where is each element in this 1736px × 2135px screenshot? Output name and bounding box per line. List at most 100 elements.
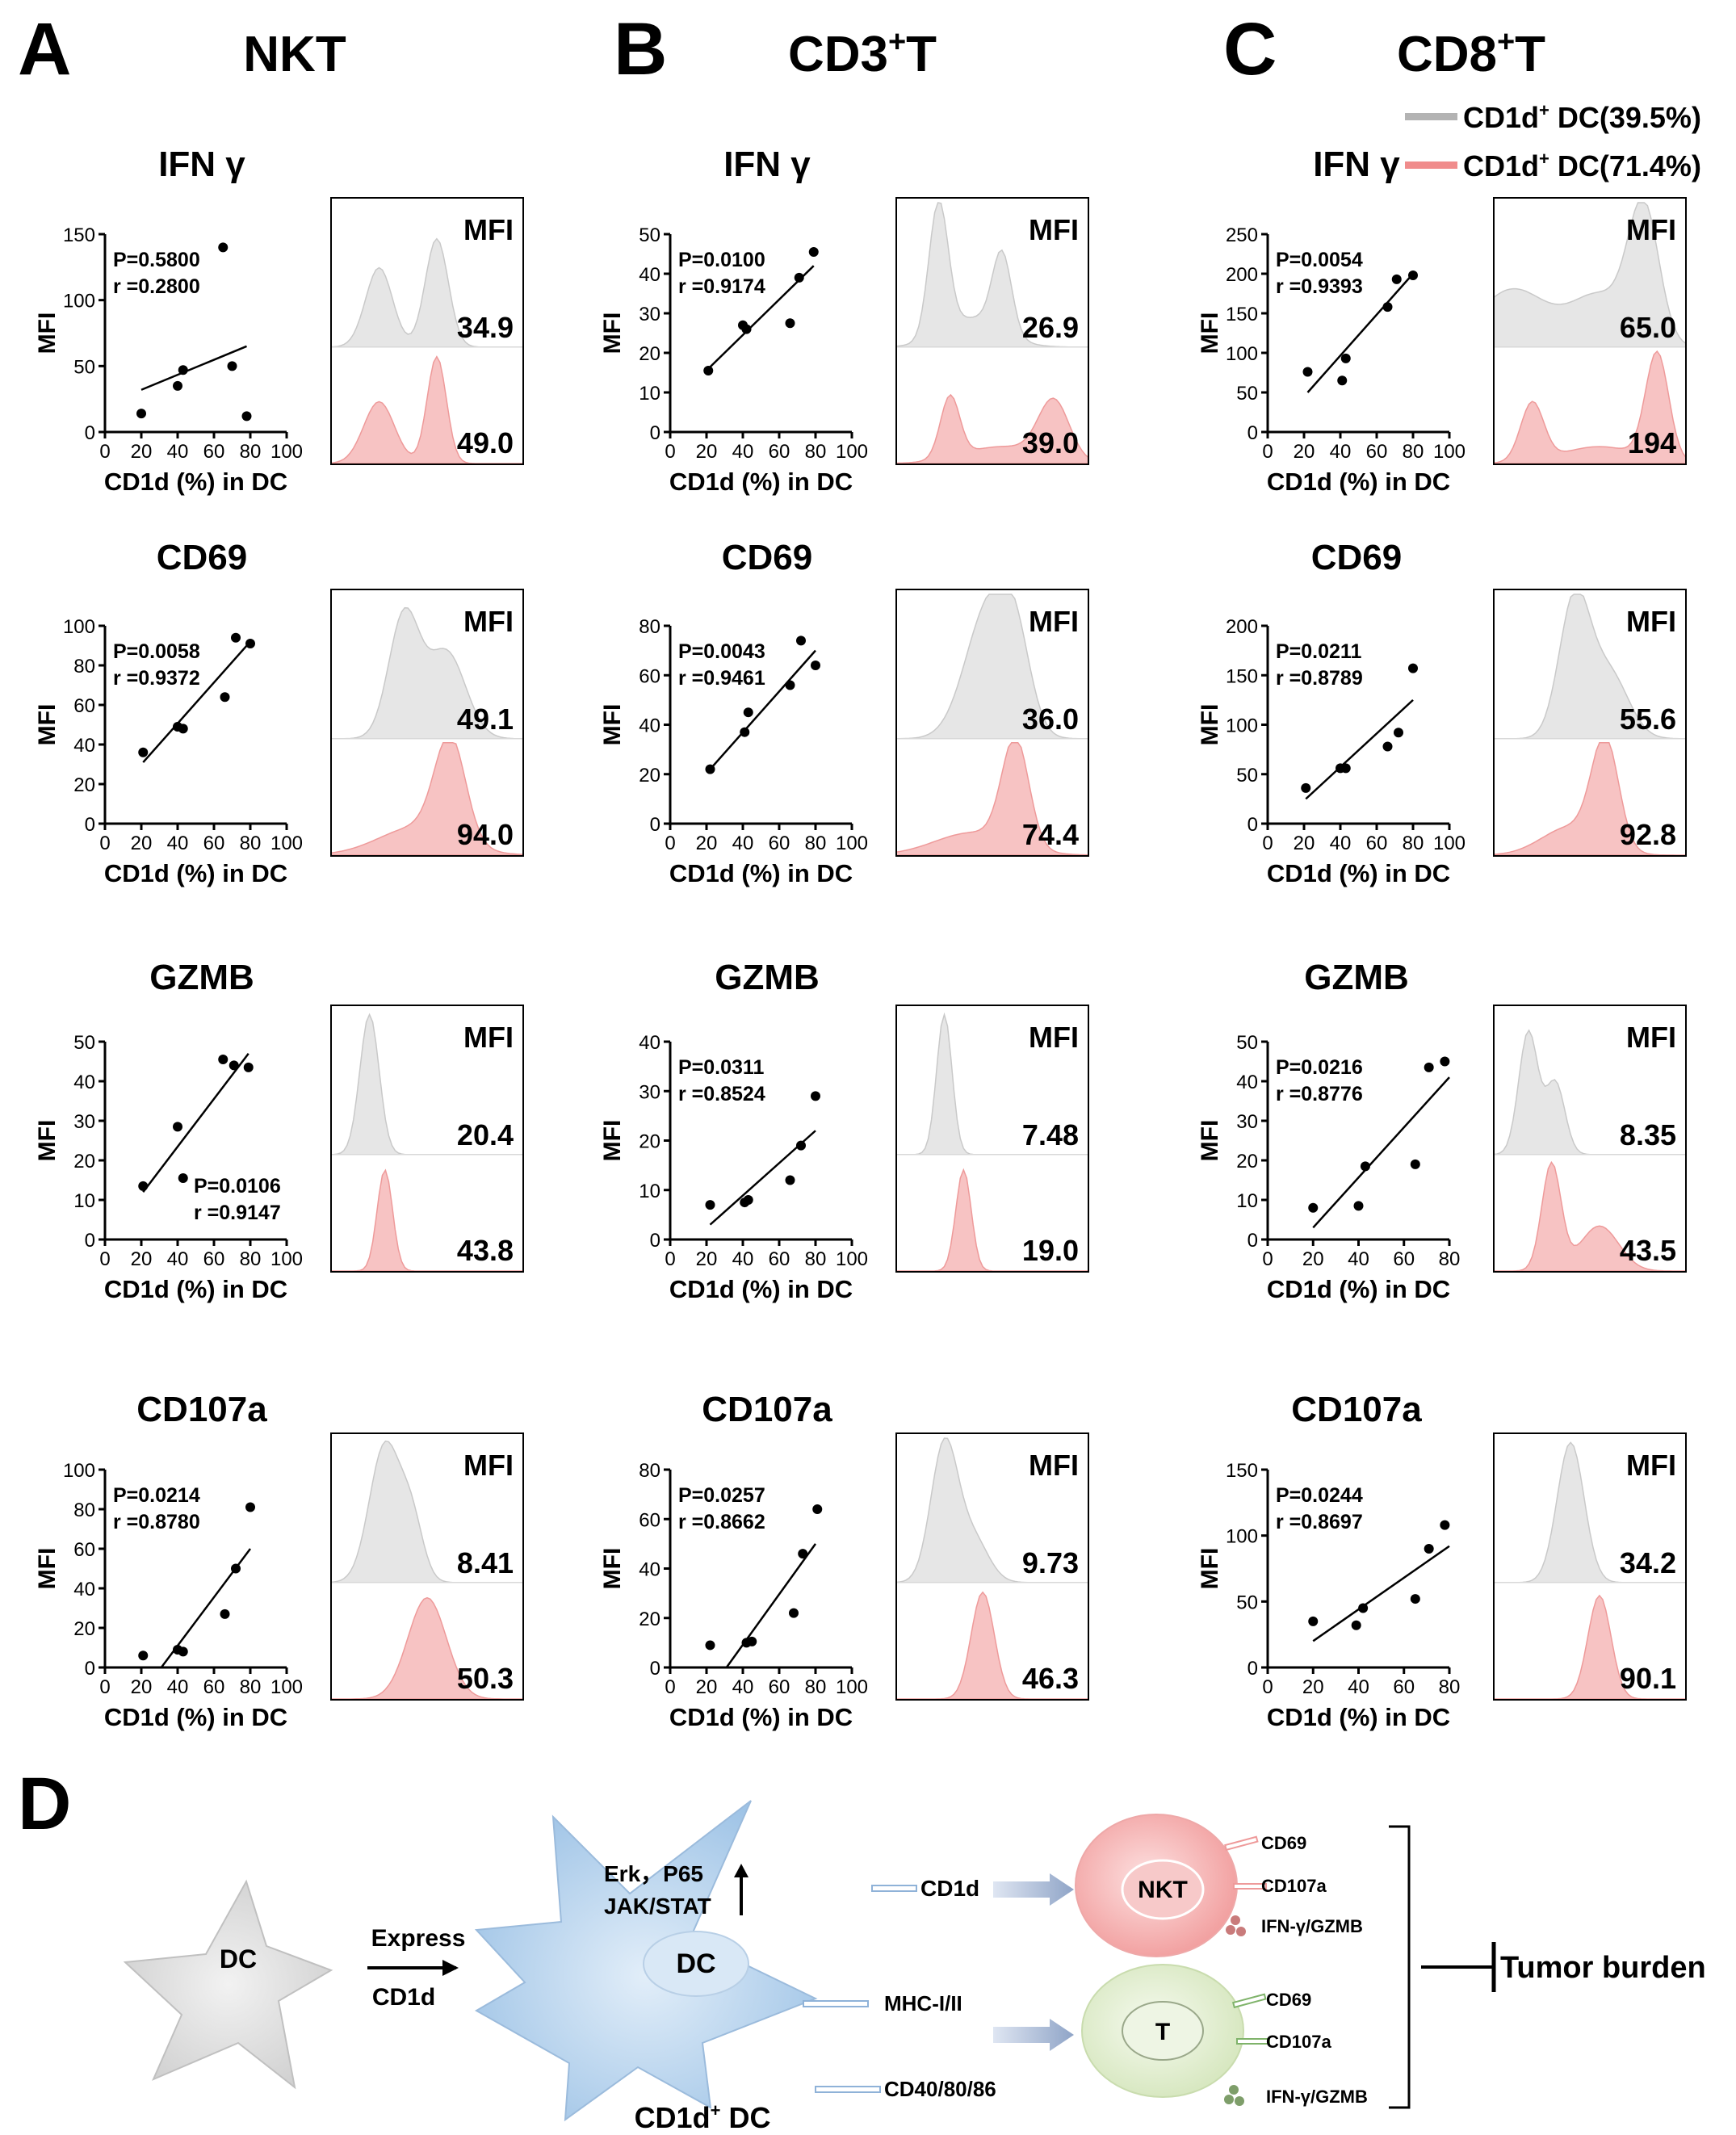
row-title: CD107a — [1291, 1390, 1422, 1429]
x-tick-label: 40 — [732, 1248, 754, 1270]
x-tick-label: 80 — [1403, 441, 1424, 463]
y-axis-label: MFI — [599, 704, 626, 746]
y-tick-label: 100 — [63, 1460, 95, 1482]
y-tick-label: 200 — [1226, 616, 1258, 638]
y-tick-label: 30 — [73, 1111, 95, 1133]
panel-letter-d: D — [18, 1763, 71, 1845]
t-label: T — [1155, 2019, 1170, 2045]
data-point — [178, 365, 188, 375]
nkt-cd69-label: CD69 — [1261, 1833, 1306, 1853]
x-tick-label: 60 — [203, 441, 225, 463]
nkt-granule — [1231, 1915, 1240, 1925]
signal-label-2: JAK/STAT — [604, 1894, 711, 1919]
regression-line — [725, 1543, 817, 1668]
y-tick-label: 100 — [1226, 343, 1258, 365]
panel-cd69-1: CD69 0 20 40 60 80 0 20 40 60 80 100 CD1d (%) in DC M… — [599, 538, 1089, 887]
mfi-value-gray: 26.9 — [1022, 311, 1079, 344]
data-point — [1382, 741, 1393, 752]
mfi-value-red: 92.8 — [1620, 818, 1676, 851]
mfi-value-red: 94.0 — [457, 818, 514, 851]
p-value: P=0.0054 — [1276, 249, 1363, 271]
x-tick-label: 60 — [1393, 1676, 1415, 1698]
data-point — [798, 1549, 808, 1559]
x-tick-label: 100 — [270, 441, 303, 463]
data-point — [138, 1181, 149, 1191]
panel-gzmb-1: GZMB 0 10 20 30 40 0 20 40 60 80 100 CD1d (%) in DC M… — [599, 958, 1089, 1303]
y-tick-label: 20 — [1236, 1151, 1258, 1172]
histogram-mfi-header: MFI — [463, 213, 514, 246]
data-point — [1382, 302, 1393, 312]
data-point — [808, 247, 819, 258]
y-tick-label: 0 — [650, 814, 660, 836]
mfi-value-gray: 8.41 — [457, 1546, 514, 1579]
y-tick-label: 100 — [1226, 715, 1258, 737]
regression-line — [1306, 273, 1414, 393]
nkt-label: NKT — [1138, 1877, 1188, 1903]
x-tick-label: 40 — [1330, 833, 1352, 854]
y-tick-label: 0 — [1247, 1230, 1258, 1252]
y-tick-label: 0 — [1247, 1658, 1258, 1680]
data-point — [178, 1173, 188, 1184]
data-point — [1340, 763, 1351, 774]
cd1d-dc-nucleus — [643, 1931, 749, 1997]
y-axis-label: MFI — [34, 1548, 61, 1590]
cd1d-molecule — [871, 1885, 917, 1892]
histogram-mfi-header: MFI — [1029, 605, 1079, 638]
y-tick-label: 40 — [639, 264, 660, 286]
y-tick-label: 20 — [639, 1609, 660, 1630]
nkt-cd69-receptor — [1223, 1835, 1259, 1852]
y-tick-label: 60 — [73, 1539, 95, 1561]
x-tick-label: 20 — [131, 1248, 153, 1270]
y-tick-label: 100 — [63, 616, 95, 638]
y-axis-label: MFI — [1197, 312, 1223, 354]
r-value: r =0.9174 — [678, 275, 765, 298]
y-tick-label: 10 — [73, 1190, 95, 1212]
x-tick-label: 0 — [1262, 1248, 1273, 1270]
x-tick-label: 80 — [240, 833, 262, 854]
x-tick-label: 100 — [836, 1248, 868, 1270]
y-axis-label: MFI — [1197, 704, 1223, 746]
y-tick-label: 60 — [639, 1509, 660, 1531]
signal-label-1: Erk，P65 — [604, 1861, 703, 1886]
x-tick-label: 20 — [131, 1676, 153, 1698]
p-value: P=0.0058 — [113, 640, 200, 663]
arrow-to-nkt — [993, 1873, 1074, 1906]
data-point — [785, 1175, 795, 1185]
regression-line — [709, 649, 816, 770]
data-point — [245, 1502, 255, 1512]
r-value: r =0.2800 — [113, 275, 200, 298]
nkt-nucleus — [1121, 1859, 1205, 1920]
data-point — [705, 1200, 715, 1210]
data-point — [743, 1195, 753, 1205]
r-value: r =0.9393 — [1276, 275, 1363, 298]
histogram-frame-outline — [330, 589, 524, 857]
data-point — [740, 727, 750, 737]
x-tick-label: 0 — [1262, 1676, 1273, 1698]
data-point — [231, 1563, 241, 1574]
y-tick-label: 50 — [1236, 765, 1258, 786]
x-tick-label: 60 — [203, 833, 225, 854]
mfi-value-gray: 9.73 — [1022, 1546, 1079, 1579]
regression-line — [1312, 1076, 1450, 1229]
dc-cell-shape — [123, 1879, 333, 2090]
data-point — [1394, 728, 1403, 738]
x-tick-label: 100 — [1433, 833, 1466, 854]
mfi-value-gray: 34.9 — [457, 311, 514, 344]
mfi-value-red: 43.8 — [457, 1234, 514, 1267]
y-tick-label: 0 — [650, 1658, 660, 1680]
column-title-cd8t: CD8+T — [1397, 25, 1545, 82]
row-title: CD69 — [1311, 538, 1403, 577]
data-point — [789, 1608, 799, 1618]
p-value: P=0.5800 — [113, 249, 200, 271]
p-value: P=0.0106 — [194, 1175, 281, 1198]
histogram-mfi-header: MFI — [463, 1449, 514, 1482]
data-point — [173, 380, 182, 391]
data-point — [173, 1122, 182, 1132]
y-tick-label: 60 — [73, 695, 95, 717]
panel-cd69-0: CD69 0 20 40 60 80 100 0 20 40 60 80 100 CD1d (%) in … — [34, 538, 524, 887]
x-tick-label: 60 — [769, 441, 790, 463]
p-value: P=0.0311 — [678, 1056, 764, 1079]
y-tick-label: 80 — [639, 616, 660, 638]
x-axis-label: CD1d (%) in DC — [104, 468, 287, 496]
